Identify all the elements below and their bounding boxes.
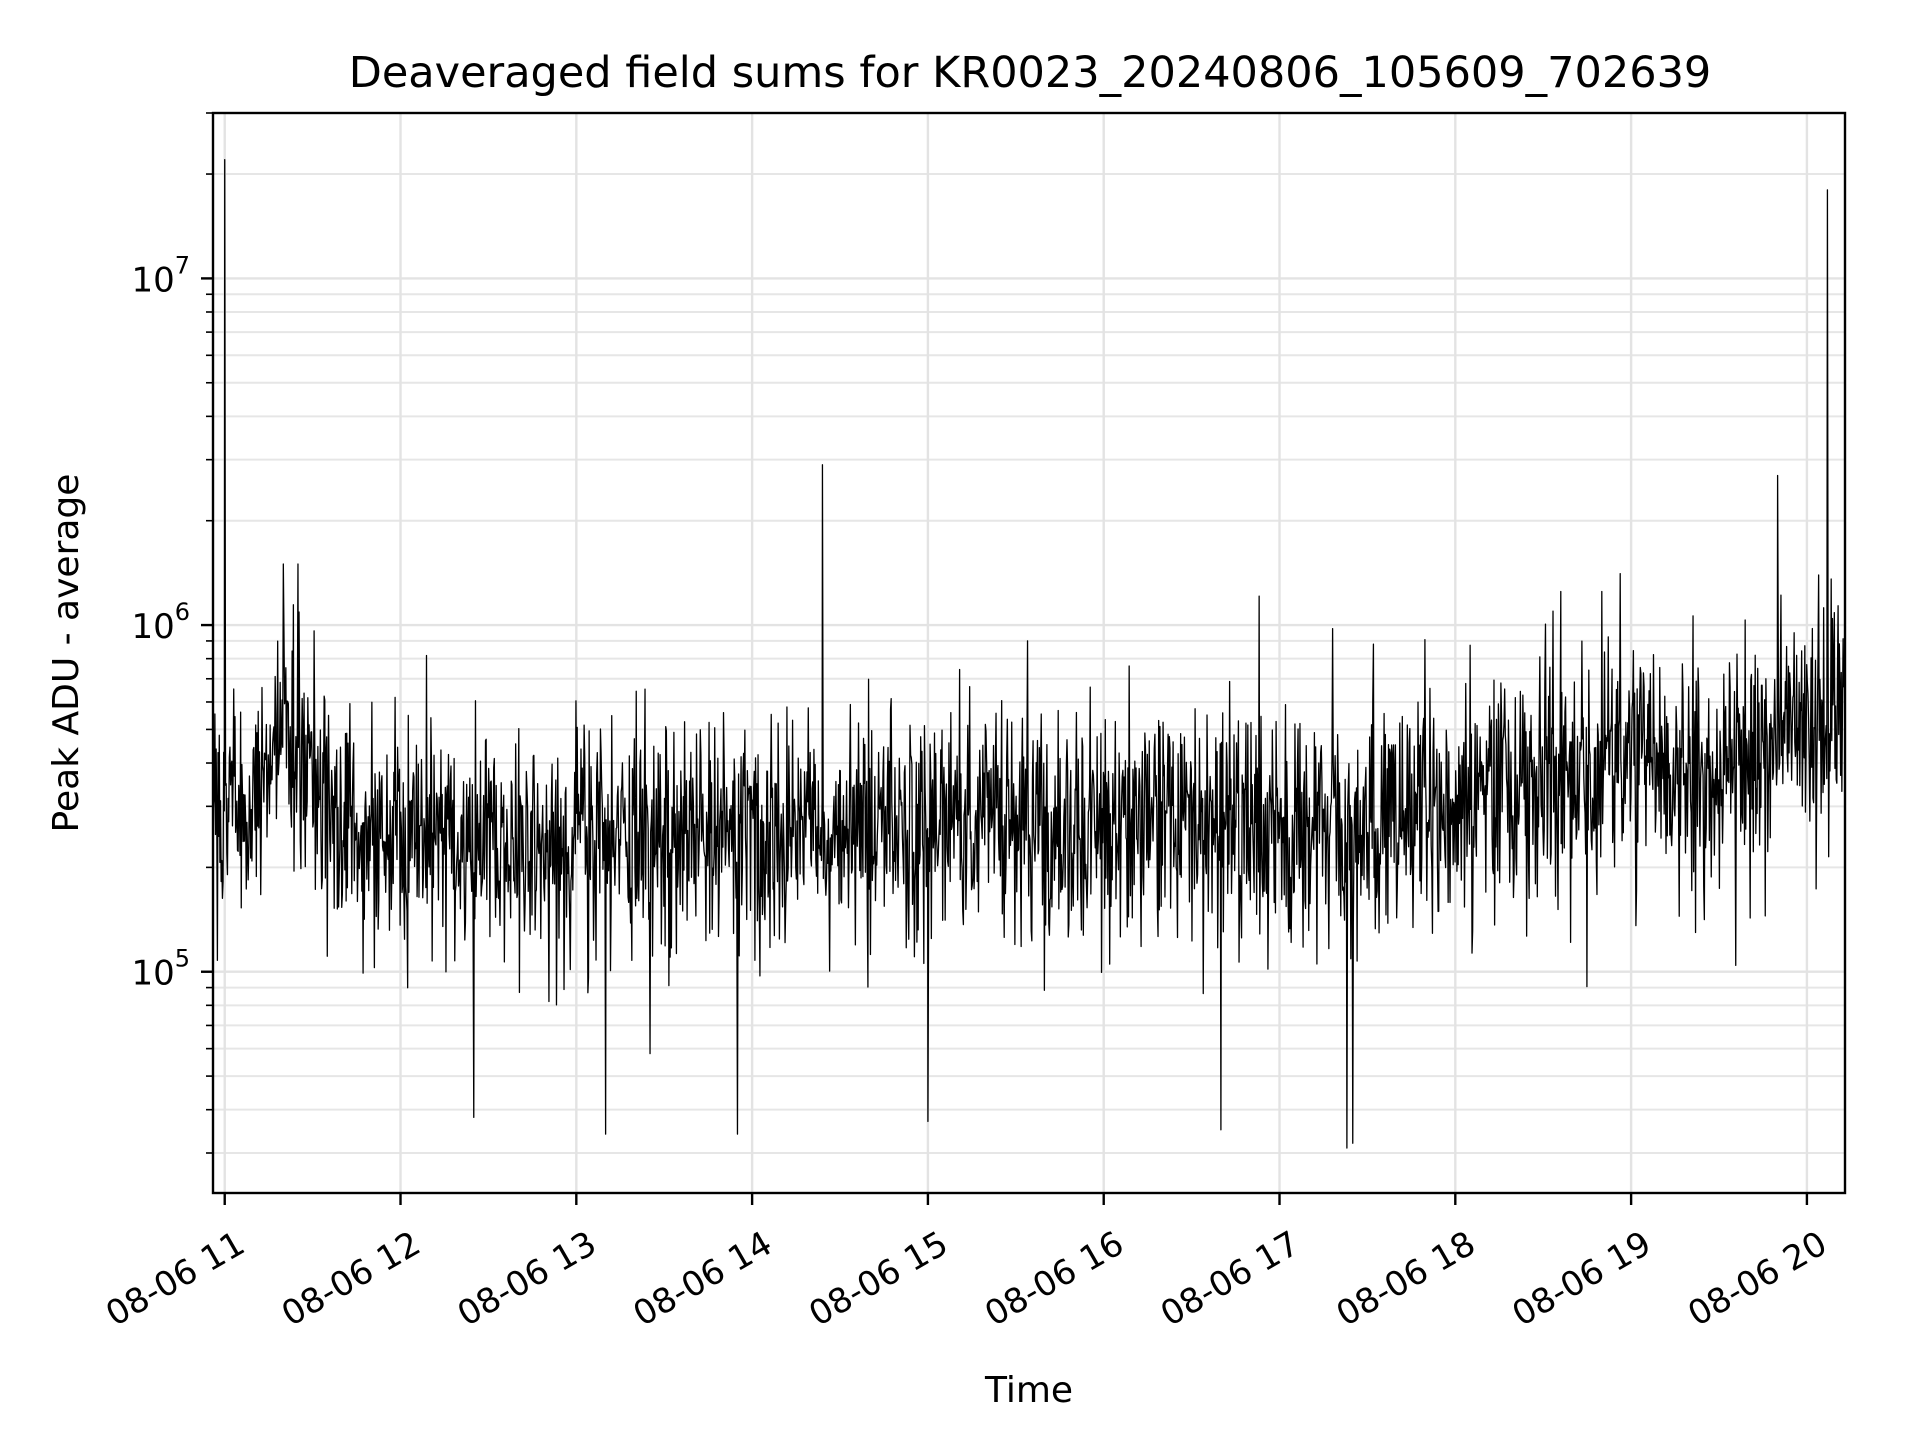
y-tick-exponent: 5 [175,945,190,973]
y-tick-base: 10 [131,260,174,300]
grid [213,112,1845,1193]
x-tick-label: 08-06 13 [451,1224,603,1335]
x-axis: 08-06 11 08-06 12 08-06 13 08-06 14 08-06 15… [99,1193,1834,1335]
x-tick-label: 08-06 11 [99,1224,251,1335]
y-tick-base: 10 [131,607,174,647]
y-axis-label: Peak ADU - average [46,474,87,833]
y-tick-label: 107 [131,251,190,300]
y-tick-base: 10 [131,954,174,994]
x-tick-label: 08-06 19 [1506,1224,1658,1335]
y-tick-label: 106 [131,598,190,647]
x-axis-label: Time [984,1370,1073,1411]
x-tick-label: 08-06 20 [1681,1224,1833,1335]
x-tick-label: 08-06 16 [978,1224,1130,1335]
series-line [212,159,1846,1149]
y-tick-exponent: 7 [175,251,190,279]
plot-frame [211,111,1847,1195]
y-tick-label: 105 [131,945,190,994]
x-tick-label: 08-06 17 [1154,1224,1306,1335]
y-tick-exponent: 6 [175,598,190,626]
x-tick-label: 08-06 18 [1330,1224,1482,1335]
x-tick-label: 08-06 12 [275,1224,427,1335]
x-tick-label: 08-06 14 [627,1224,779,1335]
x-tick-label: 08-06 15 [802,1224,954,1335]
chart-title: Deaveraged field sums for KR0023_2024080… [349,48,1712,98]
